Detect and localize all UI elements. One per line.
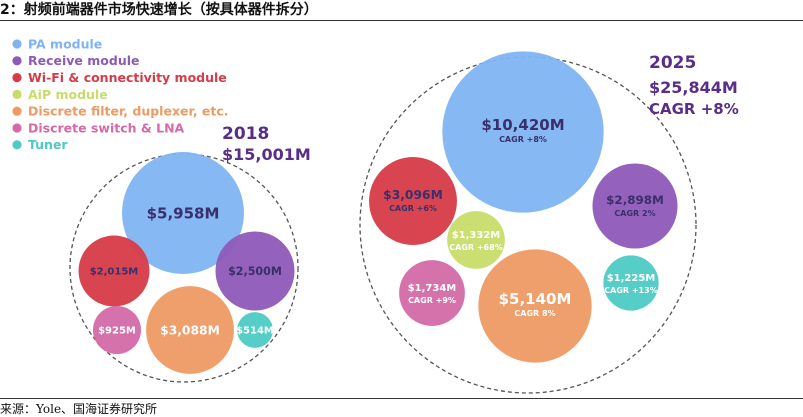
- cagr-label-2025-discrete_switch: CAGR +9%: [408, 296, 456, 305]
- bubble-2025-receive: [592, 163, 678, 249]
- cagr-label-2025-aip: CAGR +68%: [449, 243, 502, 252]
- value-label-2018-wifi: $2,015M: [90, 267, 139, 278]
- legend-label-pa: PA module: [28, 36, 102, 51]
- cagr-label-2025-discrete_filter: CAGR 8%: [514, 309, 555, 318]
- value-label-2025-tuner: $1,225M: [607, 273, 656, 284]
- legend-label-receive: Receive module: [28, 53, 139, 68]
- bubble-2018-tuner: [237, 312, 273, 348]
- bubble-2018-receive: [215, 231, 295, 311]
- value-label-2025-wifi: $3,096M: [383, 188, 443, 202]
- bubble-2018-wifi: [78, 235, 150, 307]
- year-label-2025: 2025: [649, 53, 696, 73]
- legend-label-wifi: Wi-Fi & connectivity module: [28, 70, 227, 85]
- source-note: 来源：Yole、国海证券研究所: [0, 402, 158, 416]
- bubble-2018-discrete_filter: [146, 286, 234, 374]
- legend-marker-wifi: [12, 73, 22, 83]
- legend-marker-tuner: [12, 140, 22, 150]
- bubble-2025-wifi: [369, 157, 457, 245]
- value-label-2025-pa: $10,420M: [481, 116, 564, 134]
- bubble-2025-pa: [442, 51, 604, 213]
- outer-circle-2018: [69, 153, 299, 383]
- value-label-2018-pa: $5,958M: [147, 204, 220, 222]
- figure-title: 2：射频前端器件市场快速增长（按具体器件拆分）: [0, 2, 318, 18]
- legend-marker-discrete_filter: [12, 106, 22, 116]
- legend-marker-aip: [12, 89, 22, 99]
- value-label-2025-discrete_switch: $1,734M: [408, 283, 457, 294]
- legend-label-tuner: Tuner: [28, 137, 68, 152]
- legend-label-aip: AiP module: [28, 87, 108, 102]
- bottom-rule: [0, 398, 803, 399]
- value-label-2018-discrete_switch: $925M: [98, 326, 136, 337]
- top-rule: [0, 20, 803, 21]
- cagr-label-2025-receive: CAGR 2%: [614, 209, 655, 218]
- legend-marker-receive: [12, 56, 22, 66]
- total-label-2018: $15,001M: [222, 145, 311, 164]
- bubble-2025-tuner: [603, 255, 659, 311]
- value-label-2025-receive: $2,898M: [606, 193, 664, 207]
- cagr-label-2025-pa: CAGR +8%: [499, 135, 547, 144]
- legend-marker-discrete_switch: [12, 123, 22, 133]
- value-label-2018-tuner: $514M: [236, 326, 274, 337]
- bubble-2025-aip: [447, 211, 505, 269]
- total-label-2025: $25,844M: [649, 78, 738, 97]
- year-label-2018: 2018: [222, 124, 269, 144]
- total-cagr-2025: CAGR +8%: [649, 100, 739, 118]
- value-label-2025-discrete_filter: $5,140M: [499, 290, 572, 308]
- value-label-2018-discrete_filter: $3,088M: [160, 323, 220, 337]
- bubble-chart: $5,958M $2,015M $2,500M $925M $3,088M $514M $1…: [12, 36, 739, 394]
- bubble-2018-pa: [122, 152, 244, 274]
- legend-marker-pa: [12, 39, 22, 49]
- value-label-2018-receive: $2,500M: [228, 265, 282, 278]
- bubble-2018-discrete_switch: [92, 305, 142, 355]
- cagr-label-2025-wifi: CAGR +6%: [389, 204, 437, 213]
- bubble-2025-discrete_filter: [478, 249, 592, 363]
- legend-label-discrete_switch: Discrete switch & LNA: [28, 120, 185, 135]
- value-label-2025-aip: $1,332M: [452, 230, 501, 241]
- bubble-2025-discrete_switch: [399, 260, 465, 326]
- legend-label-discrete_filter: Discrete filter, duplexer, etc.: [28, 104, 229, 119]
- cagr-label-2025-tuner: CAGR +13%: [604, 286, 657, 295]
